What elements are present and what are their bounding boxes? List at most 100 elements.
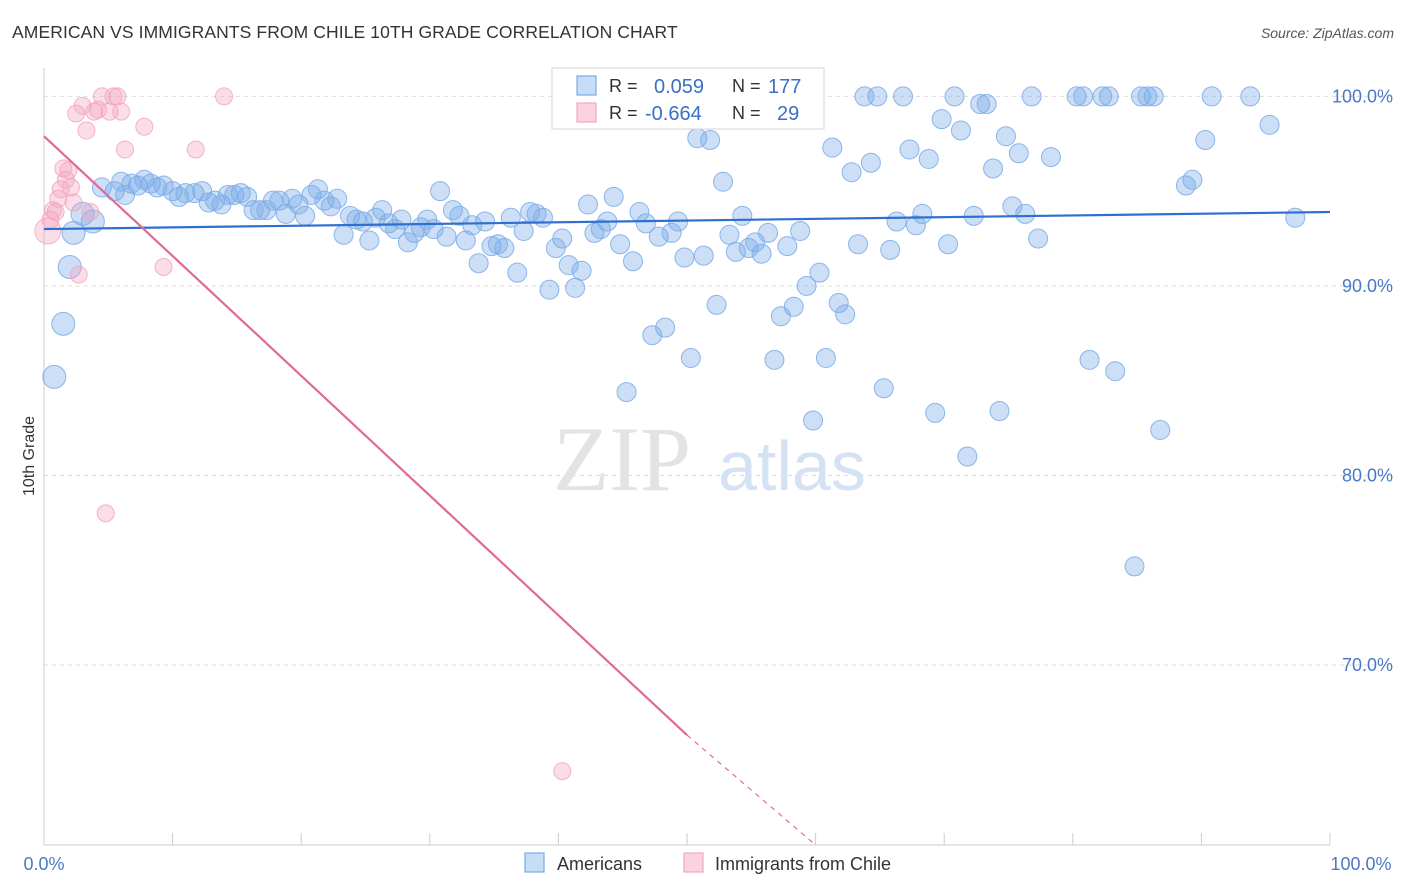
y-tick-labels: 70.0% 80.0% 90.0% 100.0% [1332,86,1393,675]
watermark-zip: ZIP [553,408,691,510]
american-point-169 [1285,207,1306,228]
american-point-93 [661,222,682,243]
chile-point-13 [73,96,92,115]
american-point-34 [282,188,303,209]
x-tick-label-min: 0.0% [23,854,64,874]
american-point-153 [1073,86,1094,107]
american-point-148 [1015,203,1036,224]
american-point-67 [494,238,515,259]
american-point-163 [1175,175,1196,196]
american-point-121 [841,162,862,183]
american-point-137 [944,86,965,107]
american-point-96 [680,347,701,368]
american-point-164 [1182,169,1203,190]
american-point-136 [938,234,959,255]
american-point-109 [764,349,785,370]
x-tick-label-max: 100.0% [1330,854,1391,874]
american-point-115 [803,410,824,431]
american-point-84 [603,186,624,207]
american-point-113 [790,220,811,241]
american-point-133 [918,148,939,169]
american-point-42 [333,224,354,245]
american-point-142 [976,94,997,115]
american-point-114 [796,275,817,296]
american-point-102 [719,224,740,245]
american-point-124 [860,152,881,173]
legend-n-value-chile: 29 [777,103,799,125]
american-point-22 [205,190,226,211]
american-point-104 [732,205,753,226]
correlation-legend: R = 0.059 N = 177 R = -0.664 N = 29 [551,67,825,130]
american-point-59 [442,200,463,221]
american-point-117 [815,347,836,368]
source-credit: Source: ZipAtlas.com [1260,25,1394,41]
american-point-41 [327,188,348,209]
american-point-155 [1092,86,1113,107]
legend-n-value-americans: 177 [768,76,801,98]
chile-point-10 [64,193,83,212]
chile-point-12 [69,265,88,284]
american-point-32 [269,190,290,211]
trend-line-chile-extension [686,734,816,846]
american-point-168 [1259,114,1280,135]
legend-swatch-chile [576,102,597,123]
american-point-134 [925,402,946,423]
american-point-1 [51,311,76,336]
american-point-8 [111,171,132,192]
american-point-36 [295,205,316,226]
american-point-125 [867,86,888,107]
american-point-108 [758,222,779,243]
series-legend: Americans Immigrants from Chile [524,852,891,874]
american-point-81 [584,222,605,243]
american-point-100 [706,294,727,315]
american-point-135 [931,109,952,130]
american-point-105 [738,238,759,259]
american-point-38 [307,179,328,200]
american-point-157 [1105,361,1126,382]
american-point-85 [610,234,631,255]
trend-lines [43,135,1331,846]
american-point-150 [1028,228,1049,249]
american-point-13 [140,173,161,194]
american-point-130 [899,139,920,160]
american-point-98 [693,245,714,266]
american-point-141 [970,94,991,115]
american-point-46 [359,230,380,251]
x-ticks [43,833,1331,845]
american-point-6 [91,177,112,198]
chile-point-9 [62,178,81,197]
american-point-80 [577,194,598,215]
legend-n-label-chile: N = [732,103,761,123]
american-point-61 [455,230,476,251]
american-point-91 [648,226,669,247]
american-point-66 [487,234,508,255]
american-point-101 [713,171,734,192]
series-americans [42,86,1306,577]
american-point-119 [828,292,849,313]
american-point-62 [462,215,483,236]
american-point-12 [134,169,155,190]
american-point-147 [1008,143,1029,164]
american-point-79 [571,260,592,281]
y-tick-label-1: 80.0% [1342,465,1393,485]
american-point-92 [655,317,676,338]
american-point-145 [995,126,1016,147]
chile-point-23 [112,102,131,121]
american-point-167 [1240,86,1261,107]
american-point-27 [237,186,258,207]
trend-line-americans [43,210,1331,231]
american-point-95 [674,247,695,268]
series-chile [34,87,572,781]
american-point-165 [1195,130,1216,151]
american-point-127 [880,239,901,260]
american-point-76 [552,228,573,249]
y-tick-label-0: 70.0% [1342,655,1393,675]
american-point-112 [783,296,804,317]
american-point-116 [809,262,830,283]
american-point-63 [468,253,489,274]
american-point-74 [539,279,560,300]
chile-point-26 [154,257,173,276]
american-point-149 [1021,86,1042,107]
american-point-166 [1201,86,1222,107]
